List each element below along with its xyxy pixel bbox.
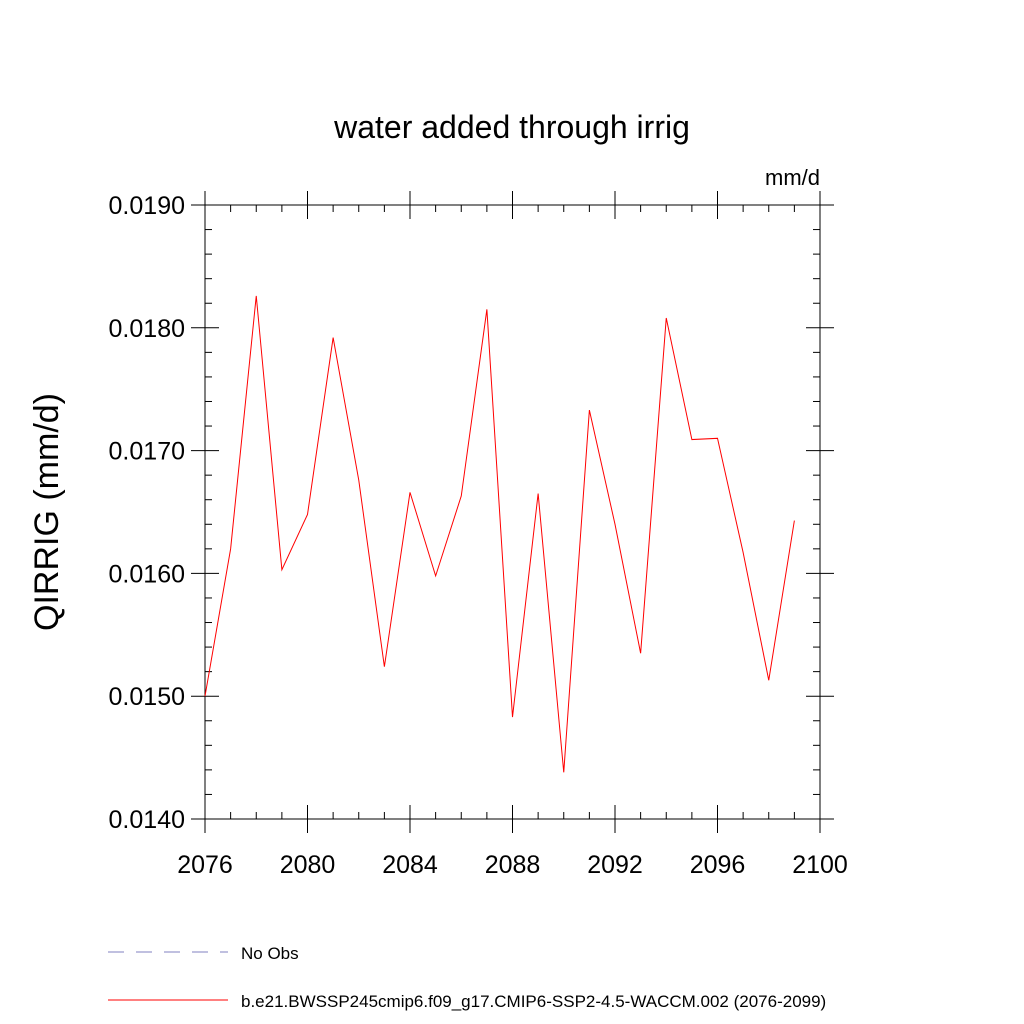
legend-label: No Obs: [241, 944, 299, 963]
plot-frame: [204, 204, 821, 820]
y-tick-label: 0.0190: [109, 192, 185, 220]
y-tick-label: 0.0160: [109, 560, 185, 588]
y-tick-label: 0.0170: [109, 438, 185, 466]
y-tick-label: 0.0180: [109, 315, 185, 343]
series-layer: [204, 295, 795, 773]
axis-ticks: [191, 191, 834, 833]
units-label: mm/d: [765, 165, 820, 190]
series-line: [204, 295, 795, 773]
x-tick-label: 2096: [690, 851, 746, 879]
x-tick-label: 2100: [792, 851, 848, 879]
x-tick-label: 2088: [485, 851, 541, 879]
x-tick-label: 2092: [587, 851, 643, 879]
x-tick-label: 2080: [280, 851, 336, 879]
legend: No Obs b.e21.BWSSP245cmip6.f09_g17.CMIP6-…: [108, 944, 826, 1011]
tick-labels: 2076 2080 2084 2088 2092 2096 2100 0.0140 0.0150…: [109, 192, 848, 879]
y-axis-label: QIRRIG (mm/d): [28, 393, 66, 631]
y-tick-label: 0.0140: [109, 806, 185, 834]
x-tick-label: 2084: [382, 851, 438, 879]
legend-label: b.e21.BWSSP245cmip6.f09_g17.CMIP6-SSP2-4…: [241, 992, 826, 1011]
chart-title: water added through irrig: [333, 109, 690, 145]
y-tick-label: 0.0150: [109, 683, 185, 711]
x-tick-label: 2076: [177, 851, 233, 879]
